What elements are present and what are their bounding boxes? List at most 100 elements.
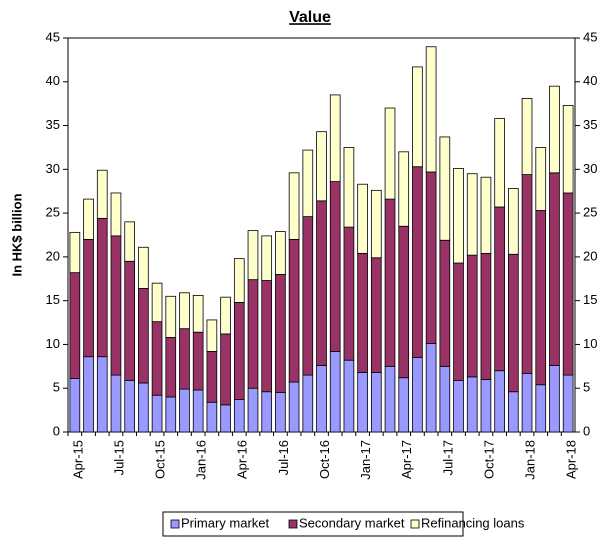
- bar-segment: [494, 118, 505, 208]
- bar-segment: [562, 192, 574, 376]
- bar-segment: [384, 198, 396, 367]
- bar-segment: [535, 384, 547, 433]
- bar-segment: [96, 356, 108, 433]
- bar-segment: [83, 198, 94, 240]
- bar-segment: [151, 394, 163, 433]
- bar-segment: [233, 399, 245, 433]
- x-tick-label: Oct-17: [481, 440, 496, 479]
- y2-tick-label: 25: [583, 205, 597, 220]
- chart-title: Value: [289, 9, 331, 26]
- bar-segment: [110, 235, 122, 376]
- bar-segment: [453, 262, 464, 381]
- y-axis-label: In HK$ billion: [9, 193, 24, 276]
- x-tick-label: Apr-16: [235, 440, 250, 479]
- x-tick-label: Jul-16: [276, 440, 291, 475]
- y2-tick-label: 30: [583, 161, 597, 176]
- bar-segment: [480, 252, 492, 380]
- y2-tick-label: 10: [583, 336, 597, 351]
- y-tick-label: 10: [46, 336, 60, 351]
- bar-segment: [370, 257, 382, 373]
- bar-segment: [165, 396, 177, 433]
- bar-segment: [521, 98, 533, 175]
- bar-segment: [69, 231, 81, 274]
- bar-segment: [220, 333, 231, 406]
- bar-segment: [398, 377, 410, 433]
- legend-swatch: [170, 519, 180, 529]
- bar-segment: [494, 370, 505, 433]
- bar-segment: [233, 258, 245, 303]
- bar-segment: [275, 273, 286, 393]
- legend-label: Primary market: [181, 515, 270, 530]
- bar-segment: [179, 328, 190, 390]
- bar-segment: [192, 331, 204, 391]
- bar-segment: [425, 46, 437, 173]
- y-tick-label: 45: [46, 29, 60, 44]
- legend-swatch: [410, 519, 420, 529]
- x-tick-label: Apr-18: [564, 440, 579, 479]
- bar-segment: [439, 136, 451, 241]
- bar-segment: [124, 379, 135, 433]
- bar-segment: [562, 374, 574, 433]
- y2-tick-label: 15: [583, 292, 597, 307]
- bar-segment: [398, 151, 410, 227]
- bar-segment: [96, 217, 108, 358]
- bar-segment: [453, 379, 464, 433]
- bar-segment: [357, 183, 368, 254]
- bar-segment: [206, 401, 218, 433]
- bar-segment: [124, 221, 135, 262]
- bar-segment: [480, 379, 492, 433]
- bar-segment: [521, 372, 533, 433]
- bar-segment: [316, 131, 327, 202]
- bar-segment: [302, 149, 314, 218]
- bar-segment: [549, 365, 560, 433]
- bar-segment: [412, 166, 423, 358]
- bar-segment: [233, 302, 245, 401]
- bar-segment: [124, 260, 135, 381]
- bar-segment: [138, 288, 149, 384]
- bar-segment: [384, 365, 396, 433]
- bar-segment: [165, 337, 177, 398]
- bar-segment: [412, 66, 423, 168]
- bar-segment: [206, 319, 218, 352]
- y2-tick-label: 20: [583, 248, 597, 263]
- x-tick-label: Jan-18: [522, 440, 537, 480]
- bar-segment: [220, 296, 231, 335]
- y-tick-label: 15: [46, 292, 60, 307]
- bar-segment: [206, 351, 218, 403]
- bar-segment: [192, 389, 204, 433]
- bar-segment: [329, 351, 341, 433]
- legend-label: Refinancing loans: [421, 515, 525, 530]
- bar-segment: [261, 280, 273, 393]
- y2-tick-label: 45: [583, 29, 597, 44]
- bar-segment: [343, 226, 355, 361]
- bar-segment: [275, 231, 286, 275]
- bar-segment: [151, 321, 163, 396]
- bar-segment: [508, 391, 519, 433]
- bar-segment: [302, 374, 314, 433]
- bar-segment: [508, 253, 519, 393]
- legend-label: Secondary market: [299, 515, 405, 530]
- bar-segment: [453, 168, 464, 264]
- x-tick-label: Jul-15: [111, 440, 126, 475]
- x-tick-label: Apr-17: [399, 440, 414, 479]
- bar-segment: [302, 216, 314, 376]
- bar-segment: [247, 279, 259, 389]
- bar-segment: [357, 252, 368, 373]
- bar-segment: [562, 105, 574, 194]
- bar-segment: [138, 382, 149, 433]
- bar-segment: [439, 365, 451, 433]
- bar-segment: [192, 295, 204, 333]
- y-tick-label: 30: [46, 161, 60, 176]
- bar-segment: [179, 388, 190, 433]
- y2-tick-label: 0: [583, 423, 590, 438]
- bar-segment: [494, 206, 505, 372]
- bar-segment: [466, 254, 478, 378]
- legend-swatch: [288, 519, 298, 529]
- bar-segment: [549, 85, 560, 174]
- bar-segment: [412, 357, 423, 433]
- bar-segment: [69, 272, 81, 379]
- bar-segment: [384, 107, 396, 200]
- bar-segment: [138, 246, 149, 289]
